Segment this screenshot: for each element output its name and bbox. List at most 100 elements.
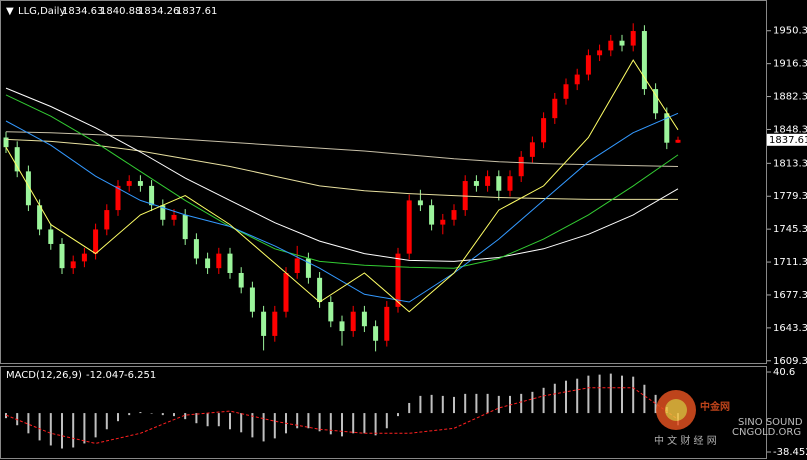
candle-body — [216, 253, 222, 269]
macd-bar — [352, 413, 355, 434]
candle-body — [59, 243, 65, 269]
tagline: 中 文 财 经 网 — [654, 434, 717, 447]
macd-bar — [150, 413, 153, 414]
macd-bar — [363, 413, 366, 434]
macd-bar — [385, 413, 388, 429]
candle-body — [473, 181, 479, 186]
candle-body — [317, 277, 323, 303]
logo-text: 中金网 — [700, 400, 730, 413]
macd-bar — [576, 378, 579, 414]
macd-bar — [598, 374, 601, 414]
macd-bar — [273, 413, 276, 439]
candle-body — [496, 176, 502, 191]
candle-body — [641, 31, 647, 90]
macd-bar — [206, 413, 209, 427]
candle-body — [137, 181, 143, 186]
macd-bar — [49, 413, 52, 446]
candle-body — [205, 258, 211, 269]
y-tick-label: -38.452 — [773, 447, 807, 458]
macd-bar — [475, 393, 478, 414]
candle-body — [664, 113, 670, 143]
y-tick-label: 1916.30 — [773, 59, 807, 70]
candle-body — [81, 253, 87, 262]
last-price-box — [767, 133, 807, 146]
macd-bar — [341, 413, 343, 437]
y-tick-label: 1813.30 — [773, 158, 807, 169]
macd-main: -12.047 — [86, 370, 125, 381]
macd-bar — [318, 413, 321, 432]
candle-body — [93, 229, 99, 254]
macd-bar — [296, 413, 299, 429]
macd-bar — [262, 413, 265, 442]
macd-bar — [565, 380, 567, 414]
candle-body — [149, 185, 155, 206]
macd-bar — [240, 413, 243, 433]
moving-average — [5, 94, 679, 269]
candle-body — [608, 40, 614, 51]
macd-bar — [83, 413, 86, 444]
candle-body — [3, 137, 9, 148]
moving-average — [5, 87, 679, 262]
macd-bar — [117, 413, 119, 422]
candle-body — [574, 74, 580, 85]
signal-line — [5, 387, 679, 444]
candle-body — [294, 258, 300, 273]
macd-bar — [609, 373, 612, 414]
candle-body — [25, 171, 31, 206]
y-tick-label: 1779.30 — [773, 191, 807, 202]
quote-high: 1840.88 — [100, 6, 141, 17]
y-tick-label: 1677.30 — [773, 290, 807, 301]
candle-body — [429, 205, 435, 225]
y-tick-label: 1848.30 — [773, 124, 807, 135]
candle-body — [462, 181, 468, 211]
candle-body — [507, 176, 513, 191]
y-tick-label: 1643.30 — [773, 323, 807, 334]
macd-bar — [139, 412, 142, 414]
candle-body — [48, 229, 54, 244]
macd-pane — [0, 366, 767, 459]
macd-bar — [520, 393, 523, 414]
y-tick-label: 40.6 — [773, 367, 795, 378]
quote-open: 1834.63 — [62, 6, 103, 17]
macd-bar — [217, 413, 220, 427]
candle-body — [384, 306, 390, 341]
watermark: 中金网 CNGOLD.ORG SINO SOUND 中 文 财 经 网 — [654, 390, 803, 447]
menu-icon[interactable]: ▼ — [6, 6, 14, 17]
quote-close: 1837.61 — [176, 6, 217, 17]
macd-bar — [632, 376, 635, 414]
macd-bar — [542, 387, 545, 414]
candle-body — [440, 219, 446, 225]
macd-bar — [72, 413, 75, 448]
moving-average — [5, 59, 679, 313]
macd-bar — [441, 395, 444, 414]
candle-body — [597, 50, 603, 56]
candle-body — [305, 258, 311, 278]
candle-body — [529, 142, 535, 157]
macd-bar — [430, 394, 433, 414]
moving-average — [5, 138, 678, 200]
candle-body — [373, 326, 379, 341]
candle-body — [406, 200, 412, 254]
macd-bar — [464, 393, 467, 414]
candle-body — [14, 147, 20, 172]
macd-bar — [105, 413, 108, 430]
candle-body — [339, 321, 345, 332]
logo-icon-inner — [665, 399, 687, 421]
quote-low: 1834.26 — [138, 6, 179, 17]
candle-body — [585, 55, 591, 75]
macd-bar — [587, 375, 590, 414]
macd-bar — [408, 402, 411, 414]
candle-body — [126, 181, 132, 186]
macd-bar — [374, 413, 377, 436]
y-tick-label: 1882.30 — [773, 92, 807, 103]
candle-body — [518, 156, 524, 177]
macd-bar — [497, 395, 500, 414]
macd-bar — [531, 391, 534, 414]
macd-bar — [128, 413, 131, 416]
candle-body — [193, 239, 199, 259]
last-price-label: 1837.61 — [769, 135, 807, 146]
macd-bar — [453, 396, 455, 414]
candle-body — [115, 185, 121, 211]
macd-bar — [397, 413, 399, 417]
